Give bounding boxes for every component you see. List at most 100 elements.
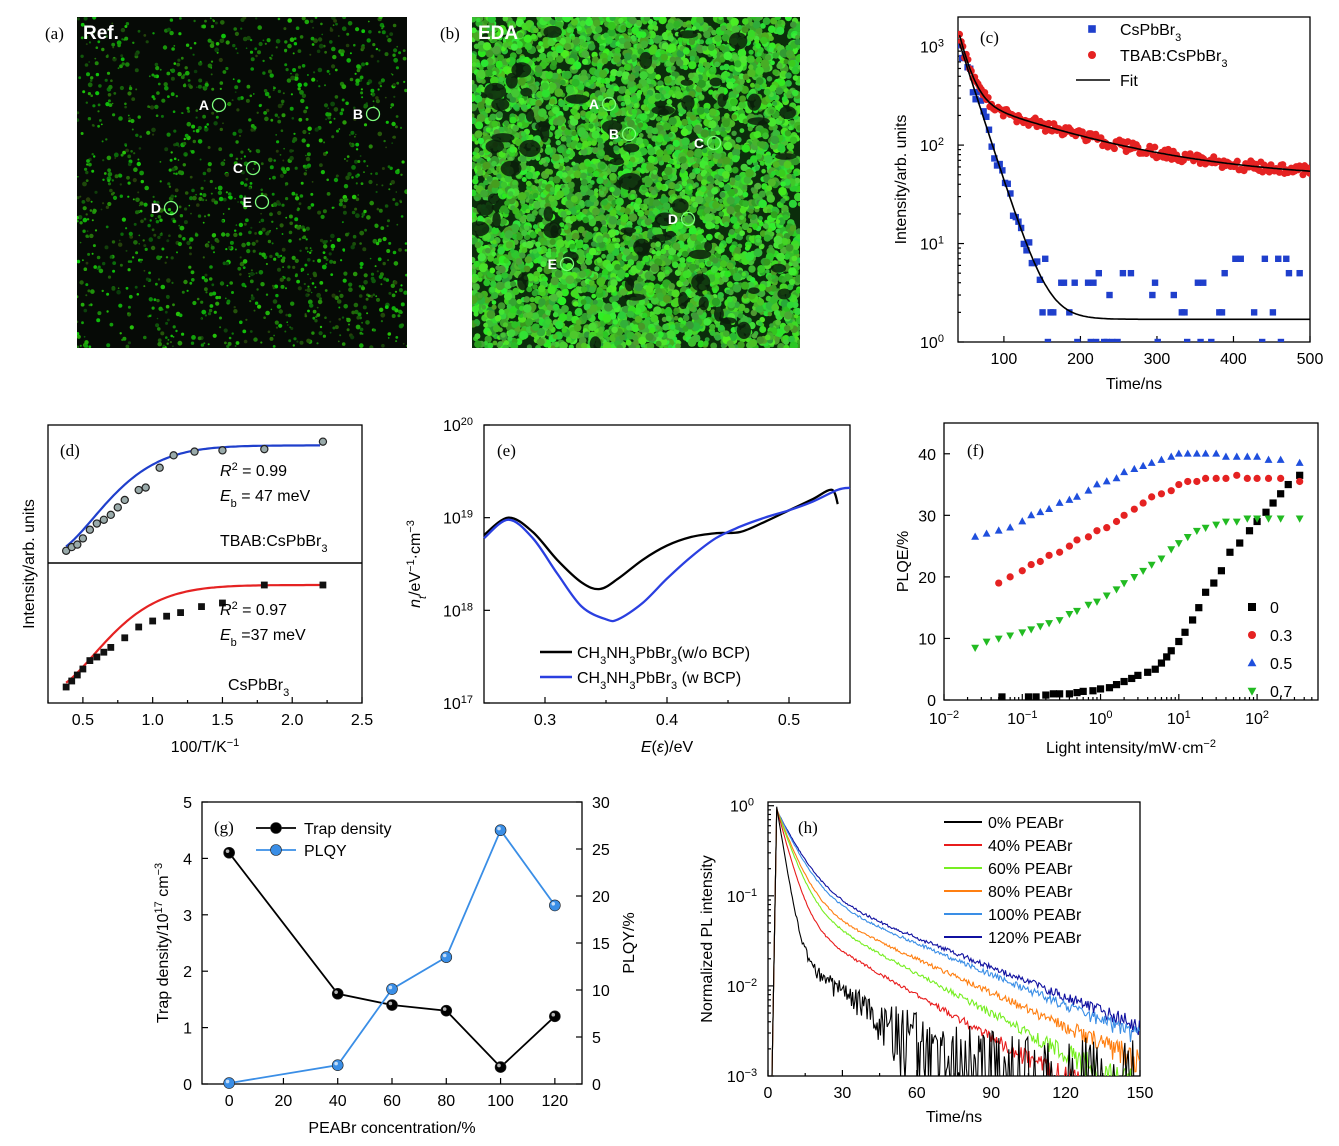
particle: [147, 105, 150, 108]
particle: [316, 313, 321, 317]
particle: [386, 224, 389, 228]
particle: [273, 334, 275, 337]
particle: [285, 184, 287, 187]
particle: [118, 303, 123, 308]
particle: [165, 256, 169, 259]
particle: [302, 129, 307, 135]
particle: [118, 116, 123, 121]
particle: [104, 245, 109, 250]
particle: [312, 259, 315, 263]
particle: [212, 19, 216, 23]
particle: [317, 210, 322, 215]
particle: [260, 218, 265, 223]
particle: [172, 303, 175, 307]
particle: [173, 45, 176, 47]
particle: [165, 304, 170, 309]
particle: [83, 308, 88, 313]
particle: [202, 171, 207, 176]
particle: [97, 311, 102, 316]
particle: [77, 118, 80, 122]
particle: [361, 321, 363, 324]
particle: [353, 302, 359, 308]
particle: [275, 293, 279, 298]
particle: [472, 17, 477, 23]
particle: [97, 103, 101, 107]
particle: [91, 153, 94, 156]
marker-circle: [211, 97, 227, 113]
particle: [261, 227, 266, 232]
marker-label: A: [199, 97, 209, 113]
particle: [245, 98, 250, 103]
particle: [269, 230, 271, 232]
particle: [307, 205, 312, 210]
particle: [526, 286, 533, 293]
particle: [119, 64, 123, 69]
particle: [285, 313, 289, 317]
micrograph-particles: [472, 17, 800, 348]
particle: [193, 19, 196, 23]
particle: [221, 219, 224, 222]
particle: [375, 99, 380, 104]
particle: [352, 271, 358, 277]
particle: [372, 43, 376, 47]
particle: [92, 124, 95, 127]
particle: [518, 113, 527, 122]
particle: [732, 284, 742, 293]
particle: [94, 61, 99, 66]
particle: [262, 59, 265, 63]
particle: [164, 86, 169, 91]
particle: [298, 117, 303, 122]
particle: [136, 293, 140, 296]
particle: [322, 251, 326, 255]
particle: [152, 133, 155, 136]
particle: [755, 77, 764, 85]
particle: [400, 302, 405, 307]
particle: [189, 175, 193, 179]
particle: [331, 293, 336, 298]
particle: [397, 168, 400, 172]
particle: [255, 272, 258, 275]
particle: [272, 175, 276, 180]
particle: [290, 75, 295, 81]
particle: [239, 273, 242, 276]
particle: [207, 241, 210, 244]
particle: [402, 49, 406, 52]
particle: [351, 176, 354, 179]
particle: [354, 72, 357, 75]
particle: [84, 340, 89, 345]
particle: [231, 332, 234, 335]
particle: [125, 286, 129, 290]
particle: [357, 312, 362, 317]
particle: [155, 114, 159, 117]
particle: [362, 305, 367, 310]
particle: [337, 35, 340, 37]
particle: [128, 231, 133, 236]
particle: [341, 98, 345, 102]
particle: [485, 50, 494, 58]
particle: [131, 256, 135, 259]
particle: [267, 330, 271, 334]
particle: [786, 283, 794, 291]
particle: [502, 17, 509, 22]
particle: [484, 335, 492, 343]
particle: [214, 47, 220, 53]
particle: [137, 29, 141, 33]
particle: [171, 281, 174, 284]
particle: [140, 219, 144, 224]
particle: [291, 139, 296, 143]
particle: [726, 281, 734, 288]
particle: [658, 17, 667, 25]
particle: [210, 60, 214, 63]
particle: [331, 64, 336, 69]
particle: [380, 226, 385, 231]
particle: [102, 178, 105, 181]
particle: [268, 95, 271, 99]
particle: [286, 78, 292, 83]
particle: [173, 172, 176, 175]
particle: [233, 309, 238, 314]
particle: [355, 182, 358, 185]
particle: [169, 341, 172, 344]
particle: [280, 129, 284, 132]
particle: [228, 336, 232, 340]
particle: [184, 191, 189, 195]
